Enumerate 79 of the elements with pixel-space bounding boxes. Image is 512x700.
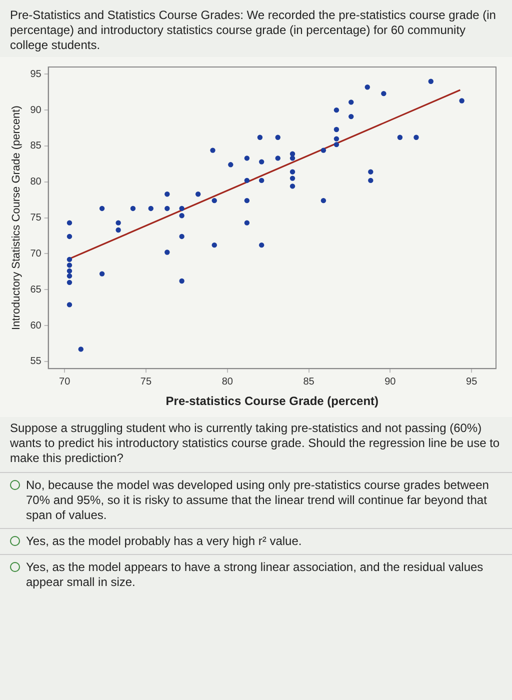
x-tick-label: 70: [59, 376, 71, 388]
y-tick-label: 70: [30, 248, 42, 260]
text: Yes, as the model probably has a very high r² value.: [26, 534, 302, 549]
x-tick-label: 95: [466, 376, 478, 388]
point: [179, 234, 184, 240]
y-tick-label: 60: [30, 320, 42, 332]
point: [179, 213, 184, 218]
point: [195, 192, 201, 197]
y-axis-title: Introductory Statistics Course Grade (percent): [10, 106, 23, 330]
point: [164, 250, 170, 255]
point: [334, 142, 340, 148]
point: [275, 156, 280, 161]
point: [459, 98, 464, 104]
y-tick-label: 55: [30, 356, 42, 368]
point: [348, 114, 354, 120]
point: [368, 169, 374, 174]
y-tick-label: 75: [30, 212, 42, 224]
point: [381, 90, 386, 96]
point: [244, 220, 250, 226]
point: [228, 162, 234, 168]
y-tick-label: 85: [30, 140, 42, 152]
point: [348, 100, 354, 105]
point: [164, 192, 170, 197]
point: [130, 206, 136, 212]
point: [116, 227, 121, 233]
point: [368, 178, 374, 184]
point: [334, 107, 340, 113]
point: [320, 148, 326, 153]
x-tick-label: 90: [384, 376, 396, 388]
point: [244, 178, 250, 184]
point: [66, 268, 72, 274]
point: [179, 206, 184, 212]
point: [66, 273, 72, 279]
point: [66, 256, 72, 262]
chart-title: Pre-Statistics and Statistics Course Grades: We recorded the pre-statistics course grade (in percentage) and introductory statistics course grade (in percentage) for 60 community college students.: [9, 7, 497, 54]
point: [334, 136, 340, 142]
point: [334, 126, 340, 132]
point: [99, 206, 105, 212]
y-tick-label: 80: [30, 176, 42, 188]
point: [258, 242, 264, 248]
y-tick-label: 95: [30, 68, 42, 80]
point: [244, 156, 250, 161]
point: [116, 220, 121, 226]
point: [364, 84, 370, 90]
point: [397, 134, 403, 140]
point: [290, 156, 296, 161]
y-tick-label: 90: [30, 104, 42, 116]
point: [66, 220, 72, 226]
point: [66, 280, 72, 286]
x-axis-title: Pre-statistics Course Grade (percent): [166, 394, 379, 408]
point: [78, 346, 84, 352]
point: [258, 178, 264, 184]
point: [320, 198, 326, 204]
text: Yes, as the model appears to have a strong linear association, and the residual values appear small in size.: [26, 560, 484, 590]
point: [148, 206, 154, 212]
text: No, because the model was developed using only pre-statistics course grades between 70% and 95%, so it is risky to assume that the linear trend will continue far beyond that span of values.: [26, 478, 490, 523]
x-tick-label: 80: [222, 376, 234, 388]
point: [290, 176, 296, 181]
point: [179, 278, 184, 284]
x-tick-label: 75: [140, 376, 152, 388]
point: [258, 159, 264, 164]
point: [212, 242, 217, 248]
point: [164, 206, 170, 212]
point: [66, 262, 72, 268]
point: [244, 198, 250, 204]
point: [414, 134, 419, 140]
point: [290, 169, 296, 174]
point: [66, 302, 72, 308]
point: [290, 184, 296, 189]
point: [210, 148, 216, 153]
point: [257, 134, 263, 140]
y-tick-label: 65: [30, 284, 42, 296]
point: [212, 198, 217, 204]
point: [66, 234, 72, 240]
point: [275, 134, 280, 140]
point: [99, 271, 105, 276]
point: [428, 78, 434, 84]
text: Suppose a struggling student who is currently taking pre-statistics and not passing (60%) wants to predict his introductory statistics course grade. Should the regression line be use to make this prediction?: [9, 420, 501, 467]
x-tick-label: 85: [303, 376, 315, 388]
